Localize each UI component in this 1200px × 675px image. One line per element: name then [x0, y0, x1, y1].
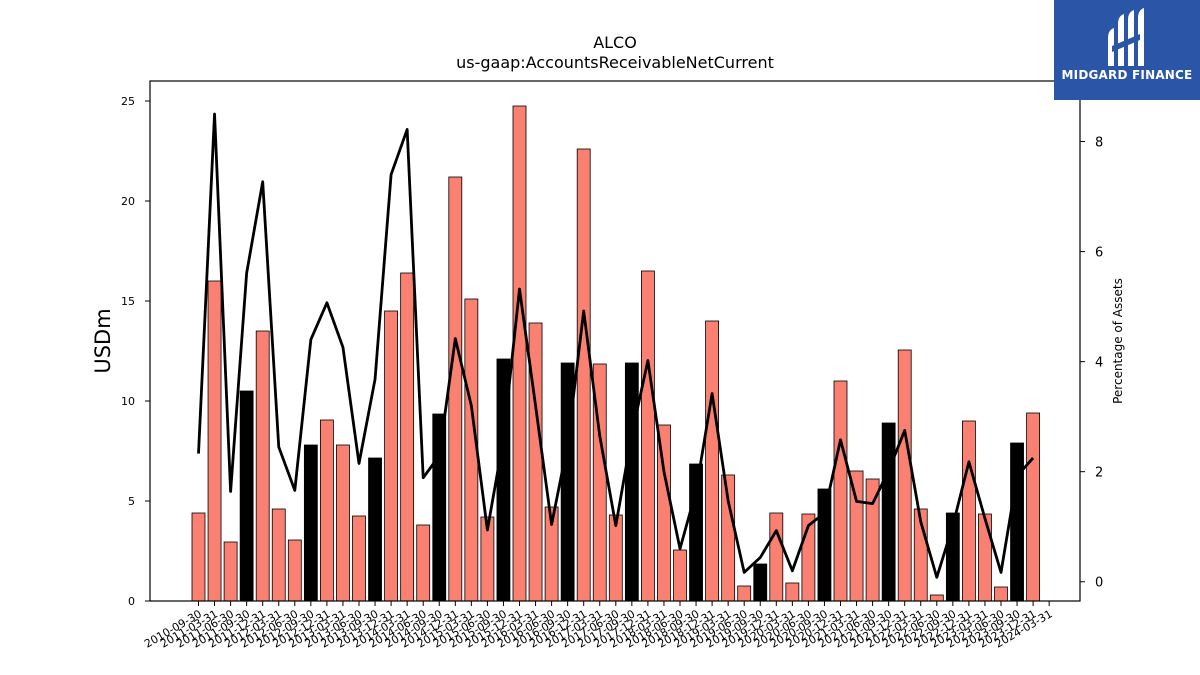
y-tick-label: 15: [121, 295, 135, 308]
y-axis-right: 0 2 4 6 8: [1080, 136, 1103, 591]
bar: [287, 539, 302, 602]
bar: [223, 541, 238, 602]
y2-tick-label: 2: [1095, 466, 1103, 481]
bar: [705, 320, 719, 602]
bar: [1026, 412, 1040, 602]
logo-mark-icon: [1108, 8, 1144, 66]
bar: [352, 515, 366, 602]
y-tick-label: 5: [128, 495, 135, 508]
bar: [817, 488, 832, 602]
bar: [319, 419, 334, 602]
bar: [929, 594, 944, 602]
bar: [753, 563, 768, 602]
bar: [833, 380, 848, 602]
y-tick-label: 0: [128, 595, 135, 608]
bar: [432, 413, 447, 602]
bar: [673, 549, 687, 602]
bar: [512, 105, 527, 602]
bar: [303, 444, 318, 602]
bar: [1010, 442, 1024, 602]
bar: [336, 444, 350, 602]
bar: [255, 330, 270, 602]
line-series: [197, 112, 1035, 579]
y-axis-label: USDm: [91, 308, 115, 373]
plot-frame: [149, 80, 1081, 602]
y-tick-label: 25: [121, 95, 135, 108]
y2-tick-label: 0: [1095, 576, 1103, 591]
bar: [994, 586, 1008, 602]
bar: [881, 422, 896, 602]
bar: [191, 512, 206, 602]
y2-tick-label: 6: [1095, 246, 1103, 261]
y-tick-label: 20: [121, 195, 135, 208]
bar: [897, 349, 912, 602]
bar: [207, 280, 222, 602]
bar: [978, 513, 992, 602]
y-axis-left: 0 5 10 15 20 25: [121, 95, 150, 608]
bar: [416, 524, 431, 602]
bar: [657, 424, 671, 602]
y-tick-label: 10: [121, 395, 135, 408]
chart-subtitle: us-gaap:AccountsReceivableNetCurrent: [456, 53, 774, 72]
x-axis: 2010-09-302011-03-312011-06-302011-09-30…: [142, 601, 1055, 651]
bar: [384, 310, 399, 602]
bar: [271, 508, 286, 602]
bar: [785, 582, 800, 602]
bar: [641, 270, 655, 602]
y2-tick-label: 8: [1095, 136, 1103, 151]
bar: [368, 457, 382, 602]
logo-text: MIDGARD FINANCE: [1061, 68, 1193, 82]
percentage-line: [197, 112, 1035, 579]
bar: [400, 272, 415, 602]
brand-logo: MIDGARD FINANCE: [1054, 0, 1200, 100]
bar: [849, 470, 864, 602]
chart-title: ALCO: [593, 33, 637, 52]
bar: [962, 420, 976, 602]
bar: [769, 512, 784, 602]
bar: [608, 514, 623, 602]
bar: [239, 390, 254, 602]
bar: [448, 176, 463, 602]
bar: [737, 585, 752, 602]
bar: [624, 362, 639, 602]
bar: [576, 148, 591, 602]
y2-tick-label: 4: [1095, 356, 1103, 371]
y2-axis-label: Percentage of Assets: [1111, 278, 1125, 404]
